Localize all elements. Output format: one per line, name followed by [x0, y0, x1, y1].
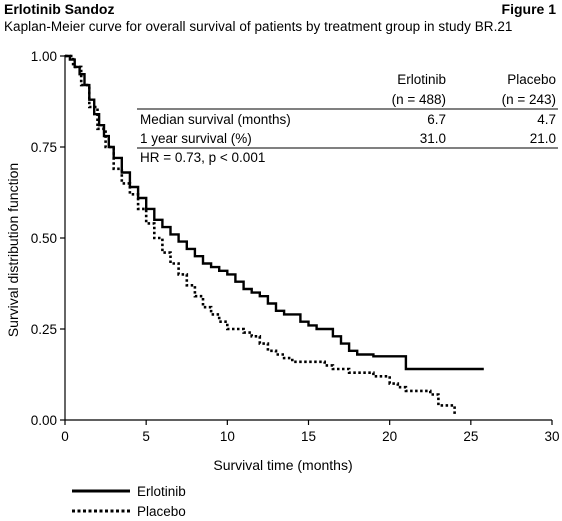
x-tick-label: 25 — [463, 429, 478, 444]
y-tick-label: 0.00 — [31, 413, 57, 428]
y-tick-label: 1.00 — [31, 49, 57, 64]
table-row-value: 6.7 — [427, 112, 446, 127]
y-ticks: 0.00 0.25 0.50 0.75 1.00 — [31, 49, 65, 428]
legend-label-placebo: Placebo — [137, 504, 186, 519]
x-tick-label: 15 — [301, 429, 316, 444]
table-col1-sub: (n = 488) — [392, 92, 446, 107]
x-tick-label: 0 — [61, 429, 69, 444]
table-col1-header: Erlotinib — [397, 72, 446, 87]
y-tick-label: 0.25 — [31, 322, 57, 337]
x-axis-title: Survival time (months) — [213, 457, 352, 473]
table-row-value: 31.0 — [420, 131, 446, 146]
figure-number: Figure 1 — [501, 1, 556, 17]
brand-title: Erlotinib Sandoz — [4, 1, 115, 17]
y-tick-label: 0.50 — [31, 231, 57, 246]
survival-curves — [65, 54, 484, 417]
table-row-label: Median survival (months) — [140, 112, 291, 127]
table-row-value: 21.0 — [530, 131, 556, 146]
table-footnote: HR = 0.73, p < 0.001 — [140, 150, 265, 165]
y-axis-title: Survival distribution function — [5, 163, 21, 337]
legend-label-erlotinib: Erlotinib — [137, 484, 186, 499]
table-row-label: 1 year survival (%) — [140, 131, 252, 146]
chart-subtitle: Kaplan-Meier curve for overall survival … — [4, 19, 513, 34]
table-col2-sub: (n = 243) — [502, 92, 556, 107]
table-row-value: 4.7 — [537, 112, 556, 127]
x-tick-label: 5 — [142, 429, 150, 444]
series-line-placebo — [65, 54, 456, 417]
x-tick-label: 30 — [544, 429, 559, 444]
summary-table: Erlotinib (n = 488) Placebo (n = 243) Me… — [137, 72, 558, 165]
x-tick-label: 10 — [220, 429, 235, 444]
y-tick-label: 0.75 — [31, 140, 57, 155]
table-col2-header: Placebo — [507, 72, 556, 87]
legend: Erlotinib Placebo — [72, 484, 186, 519]
x-tick-label: 20 — [382, 429, 397, 444]
x-ticks: 0 5 10 15 20 25 30 — [61, 420, 560, 444]
